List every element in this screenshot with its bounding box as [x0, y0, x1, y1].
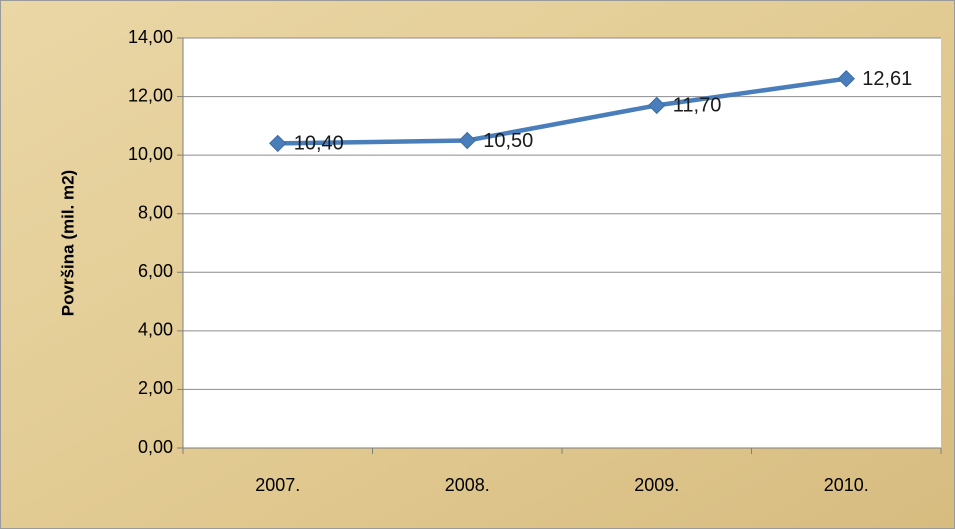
y-tick-label: 12,00 [128, 85, 173, 105]
gridlines [183, 37, 941, 390]
data-label: 12,61 [862, 68, 912, 90]
y-tick-label: 10,00 [128, 144, 173, 164]
series-markers [269, 70, 855, 153]
plot-area [183, 38, 941, 448]
x-tick-label: 2009. [634, 475, 679, 495]
y-tick-labels: 0,00 2,00 4,00 6,00 8,00 10,00 12,00 14,00 [128, 27, 173, 457]
y-tick-label: 6,00 [138, 261, 173, 281]
x-tick-labels: 2007. 2008. 2009. 2010. [255, 475, 869, 495]
series-polyline [275, 76, 849, 146]
data-point-marker [837, 70, 855, 88]
y-tick-label: 0,00 [138, 437, 173, 457]
data-label: 11,70 [673, 95, 722, 117]
data-point-marker [458, 131, 476, 150]
y-tick-label: 14,00 [128, 27, 173, 47]
data-labels: 10,40 10,50 11,70 12,61 [294, 68, 913, 155]
data-point-marker [269, 134, 287, 153]
data-label: 10,50 [483, 130, 533, 152]
data-label: 10,40 [294, 133, 344, 155]
axes [177, 37, 942, 454]
series-line [275, 76, 849, 146]
y-tick-label: 2,00 [138, 378, 173, 398]
y-tick-label: 4,00 [138, 320, 173, 340]
y-tick-label: 8,00 [138, 202, 173, 222]
data-point-marker [648, 96, 666, 115]
y-axis-label: Površina (mil. m2) [58, 170, 77, 316]
x-tick-label: 2010. [824, 475, 869, 495]
x-tick-label: 2008. [445, 475, 490, 495]
x-tick-label: 2007. [255, 475, 300, 495]
